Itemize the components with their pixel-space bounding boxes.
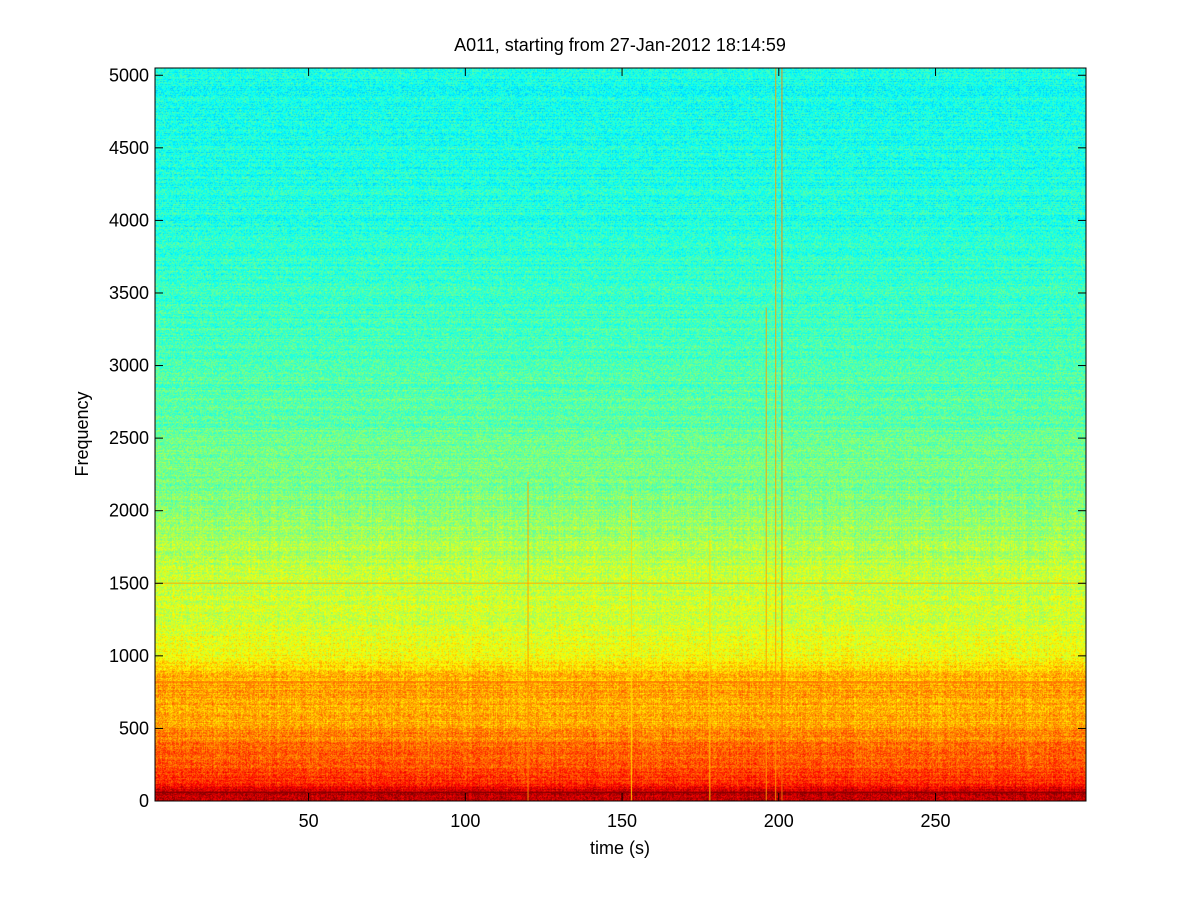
- x-tick-label: 200: [764, 811, 794, 831]
- y-tick-label: 500: [119, 718, 149, 738]
- axes: 50 100 150 200 25005001000150020002500300035…: [109, 65, 1087, 831]
- x-tick-label: 100: [450, 811, 480, 831]
- plot-area: [155, 68, 1086, 801]
- x-axis-label: time (s): [590, 838, 650, 858]
- chart-title: A011, starting from 27-Jan-2012 18:14:59: [454, 35, 786, 55]
- y-tick-label: 5000: [109, 65, 149, 85]
- x-tick-label: 150: [607, 811, 637, 831]
- y-tick-label: 3500: [109, 283, 149, 303]
- y-tick-label: 3000: [109, 356, 149, 376]
- x-tick-label: 50: [299, 811, 319, 831]
- heatmap-image: [155, 68, 1086, 801]
- y-axis-label: Frequency: [72, 391, 92, 476]
- y-tick-label: 1500: [109, 573, 149, 593]
- y-tick-label: 2500: [109, 428, 149, 448]
- y-tick-label: 4500: [109, 138, 149, 158]
- y-tick-label: 1000: [109, 646, 149, 666]
- axes-box: [154, 67, 1087, 802]
- y-tick-label: 4000: [109, 210, 149, 230]
- y-tick-label: 0: [139, 791, 149, 811]
- x-tick-label: 250: [921, 811, 951, 831]
- y-tick-label: 2000: [109, 501, 149, 521]
